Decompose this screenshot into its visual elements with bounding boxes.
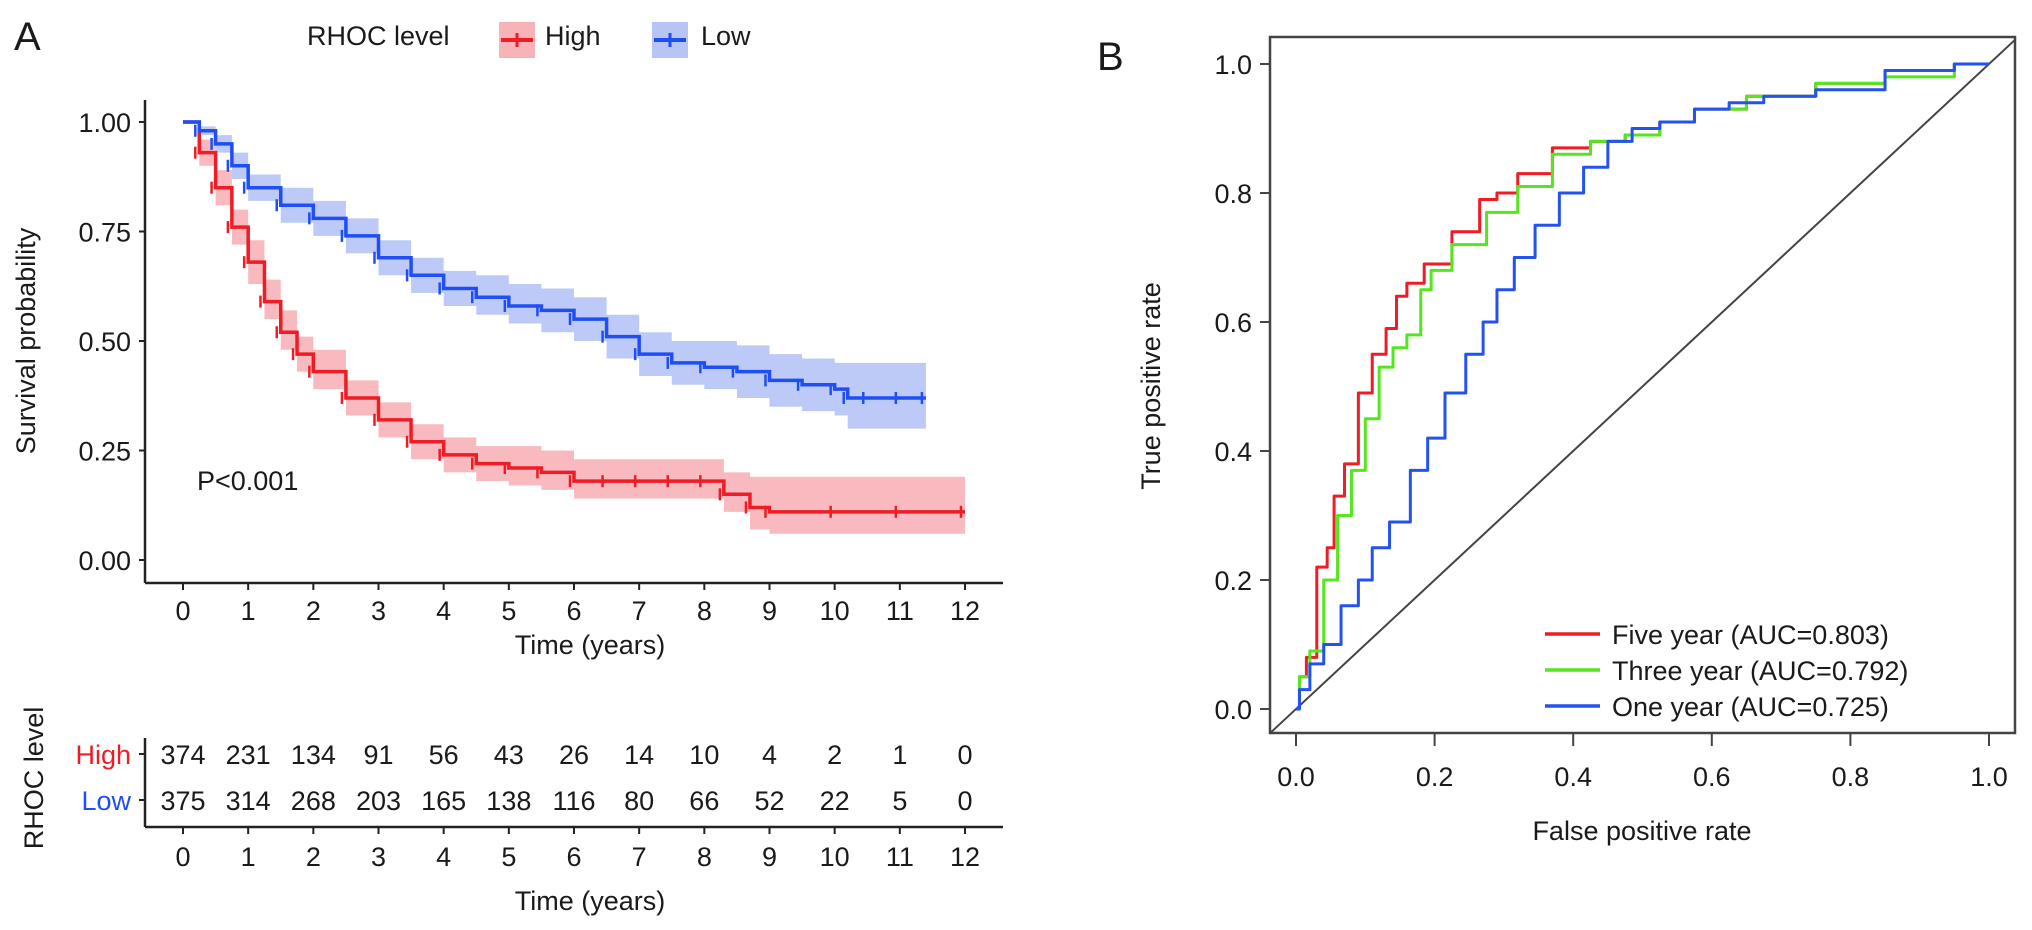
km-y-tick-label: 0.75: [78, 218, 131, 248]
km-legend: RHOC level High Low: [307, 21, 751, 58]
km-ci-band-high: [183, 122, 965, 534]
km-x-tick-label: 12: [950, 596, 980, 626]
panel-label-b: B: [1097, 35, 1124, 79]
km-plot: 0.000.250.500.751.00 0 1 2 3 4 5 6 7 8 9 10 11 12 Ti…: [11, 100, 1003, 660]
risk-table-row-label-low: Low: [81, 786, 131, 816]
risk-table-cell: 80: [624, 786, 654, 816]
risk-table-cell: 26: [559, 740, 589, 770]
risk-table-cell: 56: [429, 740, 459, 770]
risk-table-cell: 374: [160, 740, 205, 770]
risk-table-cell: 0: [957, 740, 972, 770]
roc-y-tick-label: 1.0: [1214, 50, 1252, 80]
roc-plot-frame: [1268, 35, 2017, 735]
km-x-tick-label: 5: [501, 596, 516, 626]
roc-y-tick-label: 0.0: [1214, 695, 1252, 725]
km-legend-title: RHOC level: [307, 21, 450, 51]
km-y-tick-label: 0.25: [78, 437, 131, 467]
risk-table-x-tick-label: 3: [371, 842, 386, 872]
roc-plot: 0.0 0.2 0.4 0.6 0.8 1.0 0.0 0.2 0.4 0.6 0.8 1.0 Fa…: [1136, 35, 2017, 846]
km-y-tick-label: 0.00: [78, 546, 131, 576]
roc-y-tick-label: 0.2: [1214, 566, 1252, 596]
risk-table-x-tick-label: 9: [762, 842, 777, 872]
risk-table-cell: 2: [827, 740, 842, 770]
risk-table-cell: 52: [754, 786, 784, 816]
km-curve-high: [183, 120, 965, 514]
roc-legend-label: One year (AUC=0.725): [1612, 692, 1889, 722]
roc-reference-diagonal: [1269, 39, 2016, 734]
km-x-tick-label: 2: [306, 596, 321, 626]
risk-table-x-tick-label: 8: [697, 842, 712, 872]
km-legend-low-label: Low: [701, 21, 751, 51]
km-x-tick-label: 1: [241, 596, 256, 626]
km-y-tick-label: 0.50: [78, 327, 131, 357]
km-x-axis-label: Time (years): [515, 630, 666, 660]
risk-table-cell: 116: [552, 786, 595, 816]
km-y-axis-label: Survival probability: [11, 227, 41, 454]
km-x-tick-label: 7: [632, 596, 647, 626]
risk-table-cell: 91: [363, 740, 393, 770]
risk-table-cell: 14: [624, 740, 654, 770]
risk-table-x-axis-label: Time (years): [515, 886, 666, 916]
roc-y-tick-label: 0.8: [1214, 179, 1252, 209]
risk-table-cell: 43: [494, 740, 524, 770]
km-x-tick-label: 10: [820, 596, 850, 626]
risk-table-cell: 375: [160, 786, 205, 816]
km-p-value-annotation: P<0.001: [197, 466, 298, 496]
risk-table-cell: 4: [762, 740, 777, 770]
risk-table-row-label-high: High: [75, 740, 131, 770]
roc-curve-one-year: [1296, 62, 1989, 711]
km-curve-low: [183, 120, 926, 400]
risk-table-cell: 314: [226, 786, 271, 816]
roc-y-tick-label: 0.6: [1214, 308, 1252, 338]
roc-x-tick-label: 0.0: [1277, 762, 1315, 792]
panel-label-a: A: [14, 15, 41, 59]
roc-x-tick-label: 0.2: [1416, 762, 1454, 792]
km-x-tick-label: 9: [762, 596, 777, 626]
km-ci-band-low: [183, 122, 926, 429]
roc-x-tick-label: 0.4: [1554, 762, 1592, 792]
roc-x-tick-label: 0.6: [1693, 762, 1731, 792]
km-x-tick-label: 11: [886, 596, 914, 626]
km-x-tick-label: 6: [566, 596, 581, 626]
km-x-tick-label: 3: [371, 596, 386, 626]
risk-table-cell: 66: [689, 786, 719, 816]
risk-table-cell: 10: [689, 740, 719, 770]
roc-y-tick-label: 0.4: [1214, 437, 1252, 467]
risk-table-x-tick-label: 11: [886, 842, 914, 872]
risk-table-cell: 5: [892, 786, 907, 816]
roc-x-tick-label: 0.8: [1832, 762, 1870, 792]
risk-table-x-tick-label: 6: [566, 842, 581, 872]
roc-legend-label: Five year (AUC=0.803): [1612, 620, 1889, 650]
risk-table-y-axis-label: RHOC level: [19, 707, 49, 850]
risk-table-x-tick-label: 4: [436, 842, 451, 872]
roc-y-axis-label: True positive rate: [1136, 282, 1166, 490]
risk-table-cell: 0: [957, 786, 972, 816]
risk-table-x-tick-label: 1: [241, 842, 256, 872]
risk-table-x-tick-label: 2: [306, 842, 321, 872]
risk-table-cell: 138: [486, 786, 531, 816]
km-y-tick-label: 1.00: [78, 108, 131, 138]
risk-table-x-tick-label: 10: [820, 842, 850, 872]
risk-table-x-tick-label: 0: [175, 842, 190, 872]
roc-legend-label: Three year (AUC=0.792): [1612, 656, 1908, 686]
risk-table-cell: 134: [291, 740, 336, 770]
risk-table-x-tick-label: 5: [501, 842, 516, 872]
risk-table-cell: 231: [226, 740, 271, 770]
risk-table-x-tick-label: 12: [950, 842, 980, 872]
roc-legend: Five year (AUC=0.803) Three year (AUC=0.7…: [1545, 620, 1908, 722]
risk-table-cell: 22: [820, 786, 850, 816]
risk-table-cell: 203: [356, 786, 401, 816]
roc-x-axis-label: False positive rate: [1532, 816, 1751, 846]
km-x-tick-label: 8: [697, 596, 712, 626]
km-x-tick-label: 4: [436, 596, 451, 626]
risk-table-cell: 1: [892, 740, 907, 770]
km-legend-high-label: High: [545, 21, 601, 51]
risk-table-x-tick-label: 7: [632, 842, 647, 872]
roc-x-tick-label: 1.0: [1970, 762, 2008, 792]
risk-table-cell: 268: [291, 786, 336, 816]
risk-table-cell: 165: [421, 786, 466, 816]
km-x-tick-label: 0: [175, 596, 190, 626]
